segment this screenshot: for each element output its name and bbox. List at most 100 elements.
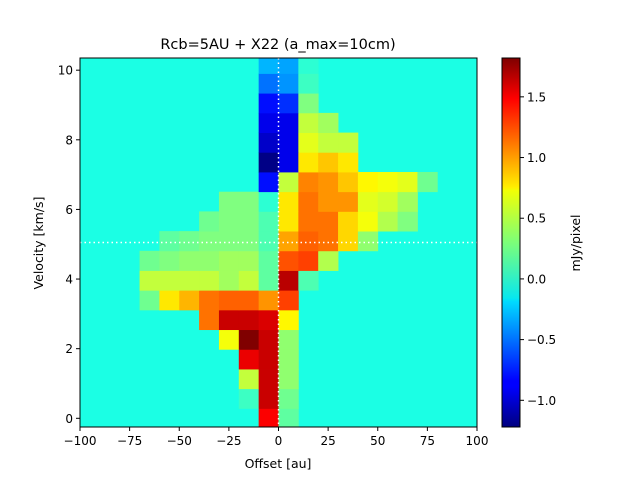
heatmap-cell xyxy=(139,290,160,311)
heatmap-cell xyxy=(258,369,279,390)
heatmap-cell xyxy=(298,93,319,114)
heatmap-cell xyxy=(238,231,260,252)
x-tick-label: 25 xyxy=(320,434,335,448)
heatmap-cell xyxy=(298,112,319,133)
heatmap-cell xyxy=(199,309,220,331)
heatmap-cell xyxy=(258,408,279,427)
heatmap-cell xyxy=(238,290,260,311)
heatmap-cell xyxy=(258,329,279,350)
heatmap-cell xyxy=(278,388,299,409)
heatmap-cell xyxy=(338,132,359,153)
heatmap-cell xyxy=(338,191,359,212)
y-tick-label: 2 xyxy=(65,342,73,356)
y-tick-label: 0 xyxy=(65,412,73,426)
heatmap-cell xyxy=(199,231,220,252)
heatmap-cell xyxy=(298,250,319,271)
heatmap-cell xyxy=(258,73,279,94)
heatmap-cell xyxy=(258,270,279,291)
heatmap-cell xyxy=(258,112,279,133)
heatmap-cell xyxy=(318,191,339,212)
heatmap-cell xyxy=(258,309,279,331)
heatmap-cell xyxy=(218,309,240,331)
y-tick-label: 10 xyxy=(58,64,73,78)
heatmap-cell xyxy=(238,211,260,232)
heatmap-cell xyxy=(318,132,339,153)
heatmap-cell xyxy=(258,388,279,409)
heatmap-cell xyxy=(278,329,299,350)
heatmap-cell xyxy=(159,231,180,252)
heatmap-cell xyxy=(318,250,339,271)
heatmap-cell xyxy=(258,58,279,74)
heatmap-cell xyxy=(377,211,398,232)
colorbar xyxy=(501,57,521,428)
heatmap-cell xyxy=(318,152,339,173)
colorbar-tick-label: 1.0 xyxy=(527,151,546,165)
heatmap-cell xyxy=(357,211,379,232)
colorbar-tick-label: 0.0 xyxy=(527,272,546,286)
heatmap-cell xyxy=(199,211,220,232)
heatmap-cell xyxy=(318,211,339,232)
heatmap-cell xyxy=(318,231,339,252)
heatmap-cell xyxy=(179,270,200,291)
heatmap-cell xyxy=(318,112,339,133)
heatmap-cell xyxy=(238,191,260,212)
heatmap-cell xyxy=(218,231,240,252)
heatmap-cell xyxy=(338,211,359,232)
colorbar-axis: −1.0 −0.5 0.0 0.5 1.0 1.5 xyxy=(520,90,556,408)
heatmap-cell xyxy=(278,132,299,153)
colorbar-tick-label: −1.0 xyxy=(527,394,556,408)
x-tick-label: 50 xyxy=(370,434,385,448)
colorbar-tick-label: 0.5 xyxy=(527,212,546,226)
heatmap-cell xyxy=(318,172,339,193)
heatmap-cell xyxy=(218,191,240,212)
heatmap-cell xyxy=(258,211,279,232)
heatmap-cell xyxy=(298,191,319,212)
heatmap-cell xyxy=(278,73,299,94)
heatmap-cell xyxy=(298,132,319,153)
heatmap-cell xyxy=(218,270,240,291)
heatmap-cell xyxy=(218,290,240,311)
heatmap-cell xyxy=(278,93,299,114)
y-tick-label: 6 xyxy=(65,203,73,217)
heatmap-cell xyxy=(218,329,240,350)
heatmap-cell xyxy=(417,172,438,193)
y-axis-label: Velocity [km/s] xyxy=(31,197,46,290)
heatmap-cell xyxy=(278,290,299,311)
y-tick-label: 8 xyxy=(65,133,73,147)
heatmap-cell xyxy=(258,132,279,153)
heatmap-cell xyxy=(179,290,200,311)
heatmap-cell xyxy=(357,172,379,193)
heatmap-cell xyxy=(278,172,299,193)
x-tick-label: −25 xyxy=(216,434,241,448)
heatmap-cell xyxy=(278,270,299,291)
heatmap-cell xyxy=(238,349,260,370)
heatmap-cell xyxy=(199,290,220,311)
x-tick-label: −100 xyxy=(64,434,97,448)
heatmap-cell xyxy=(298,172,319,193)
heatmap-cell xyxy=(397,172,418,193)
heatmap-cell xyxy=(238,250,260,271)
heatmap-cell xyxy=(298,73,319,94)
heatmap-cell xyxy=(199,270,220,291)
heatmap-cell xyxy=(139,250,160,271)
heatmap-cell xyxy=(278,408,299,427)
x-axis: −100 −75 −50 −25 0 25 50 75 100 xyxy=(64,427,489,448)
heatmap-cell xyxy=(179,250,200,271)
heatmap-cell xyxy=(258,290,279,311)
heatmap-cell xyxy=(218,211,240,232)
heatmap-cell xyxy=(258,231,279,252)
heatmap-cell xyxy=(258,191,279,212)
colorbar-tick-label: −0.5 xyxy=(527,333,556,347)
x-tick-label: 0 xyxy=(275,434,283,448)
heatmap-cell xyxy=(338,152,359,173)
x-tick-label: 100 xyxy=(466,434,489,448)
heatmap-cell xyxy=(258,93,279,114)
x-tick-label: 75 xyxy=(420,434,435,448)
heatmap-cell xyxy=(298,152,319,173)
heatmap-cell xyxy=(278,309,299,331)
heatmap-cell xyxy=(278,58,299,74)
heatmap-cell xyxy=(258,250,279,271)
heatmap-cell xyxy=(159,290,180,311)
heatmap-cell xyxy=(397,191,418,212)
heatmap-cell xyxy=(199,250,220,271)
